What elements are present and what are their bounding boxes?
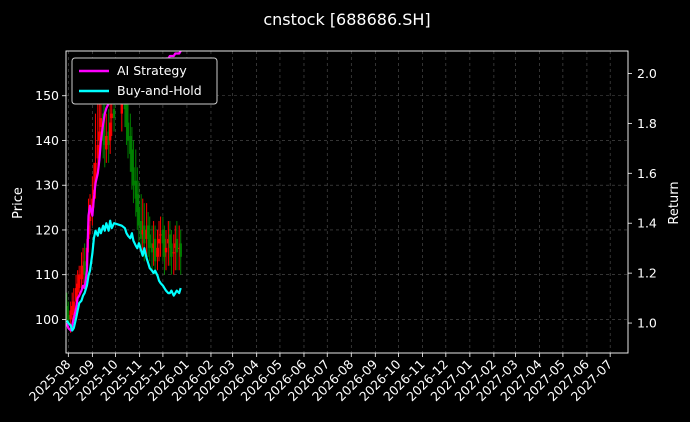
candle-body <box>152 243 155 248</box>
candle-body <box>177 247 181 249</box>
candle-body <box>65 306 68 315</box>
candle-body <box>69 310 72 320</box>
plot-frame <box>65 50 629 354</box>
candle-body <box>71 306 74 315</box>
legend-label-ai-strategy: AI Strategy <box>117 63 187 78</box>
y-tick-label: 150 <box>35 88 59 103</box>
candle-body <box>108 122 112 141</box>
candle-body <box>67 314 70 324</box>
candle-body <box>143 225 146 244</box>
series-line-buy-and-hold <box>65 219 182 332</box>
candle-body <box>126 122 130 141</box>
candle-body <box>150 243 154 253</box>
candle-body <box>172 252 175 254</box>
candle-body <box>76 283 79 293</box>
candle-body <box>80 265 83 280</box>
candle-body <box>164 247 168 253</box>
candle-body <box>129 136 132 154</box>
candle-body <box>168 234 172 248</box>
chart-title: cnstock [688686.SH] <box>263 10 430 29</box>
candle-body <box>161 229 165 244</box>
candle-body <box>146 225 150 239</box>
candle-body <box>139 221 143 239</box>
y2-tick-label: 1.6 <box>637 166 657 181</box>
grid <box>66 51 628 353</box>
candle-body <box>83 261 86 275</box>
y-tick-label: 100 <box>35 312 59 327</box>
candle-body <box>167 238 170 244</box>
candle-body <box>156 247 159 257</box>
candle-body <box>130 149 134 172</box>
candle-body <box>163 238 166 257</box>
candle-body <box>72 301 75 311</box>
y2-tick-label: 2.0 <box>637 66 657 81</box>
candle-body <box>136 194 139 213</box>
y2-tick-label: 1.4 <box>637 216 657 231</box>
y-tick-label: 140 <box>35 133 59 148</box>
candle-body <box>74 288 78 302</box>
candle-body <box>94 162 97 186</box>
legend-box <box>71 57 218 105</box>
y2-axis-label: Return <box>667 181 682 224</box>
candle-body <box>170 243 173 257</box>
candle-body <box>98 131 101 141</box>
candle-body <box>77 274 81 289</box>
y2-tick-label: 1.2 <box>637 266 657 281</box>
candle-body <box>125 104 128 128</box>
candle-body <box>120 100 124 114</box>
y-axis-label: Price <box>11 187 26 219</box>
candle-body <box>179 243 182 257</box>
candle-body <box>134 180 137 199</box>
candle-body <box>175 238 179 253</box>
y2-tick-label: 1.0 <box>637 316 657 331</box>
candle-body <box>132 167 135 186</box>
legend: AI Strategy Buy-and-Hold <box>71 57 218 105</box>
candle-body <box>157 238 161 244</box>
candle-body <box>159 234 162 236</box>
y-tick-label: 130 <box>35 178 59 193</box>
candle-body <box>110 113 113 119</box>
y-tick-label: 110 <box>35 267 59 282</box>
candle-body <box>99 118 103 128</box>
candle-body <box>112 109 116 119</box>
candlesticks <box>65 68 182 333</box>
candle-body <box>96 144 99 159</box>
candle-body <box>88 216 92 222</box>
candle-body <box>153 238 157 262</box>
candle-body <box>137 207 141 226</box>
candle-body <box>105 136 108 150</box>
candle-body <box>103 136 106 145</box>
candle-body <box>174 243 177 248</box>
y2-tick-label: 1.8 <box>637 116 657 131</box>
candle-body <box>107 131 110 145</box>
candle-body <box>81 265 85 271</box>
candle-body <box>148 234 151 248</box>
candle-body <box>145 229 148 239</box>
candle-body <box>141 229 144 235</box>
legend-label-buy-and-hold: Buy-and-Hold <box>117 83 202 98</box>
y-tick-label: 120 <box>35 222 59 237</box>
